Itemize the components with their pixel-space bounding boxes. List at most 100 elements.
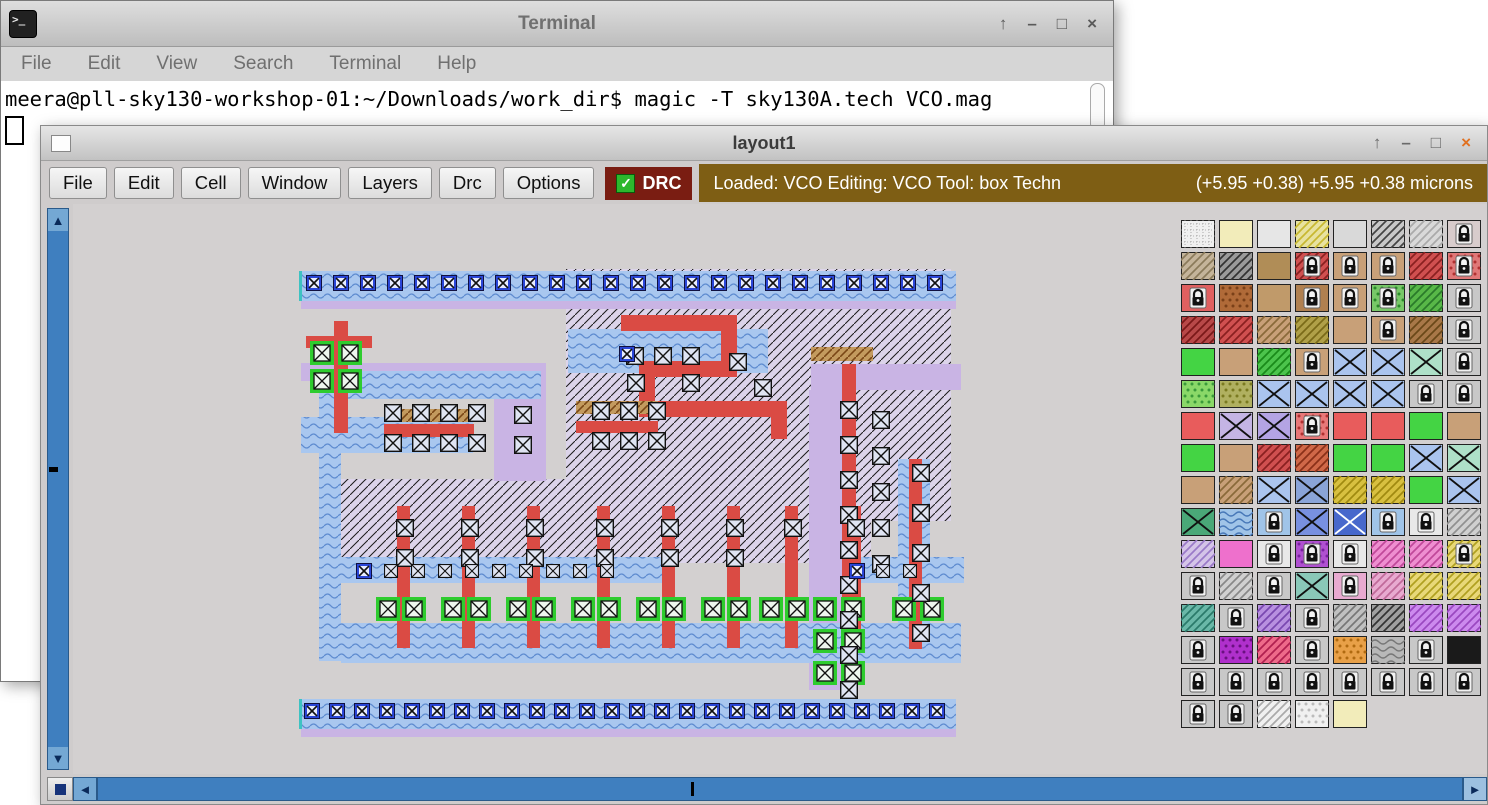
palette-swatch-r3c3[interactable]: [1257, 284, 1291, 312]
palette-swatch-r4c4[interactable]: [1266, 315, 1352, 345]
palette-swatch-r7c4[interactable]: [1295, 412, 1329, 440]
palette-swatch-r6c6[interactable]: [1371, 380, 1405, 408]
magic-menu-button-drc[interactable]: Drc: [438, 167, 496, 199]
magic-menu-button-file[interactable]: File: [49, 167, 107, 199]
palette-swatch-r13c7[interactable]: [1380, 603, 1466, 633]
palette-swatch-r11c7[interactable]: [1380, 539, 1466, 569]
terminal-close-button[interactable]: ×: [1087, 13, 1097, 33]
palette-swatch-r2c6[interactable]: [1371, 252, 1405, 280]
scroll-down-icon[interactable]: ▼: [48, 747, 68, 769]
magic-maximize-button[interactable]: □: [1430, 133, 1442, 152]
palette-swatch-r5c5[interactable]: [1333, 348, 1367, 376]
palette-swatch-r11c6[interactable]: [1342, 539, 1428, 569]
magic-menu-button-cell[interactable]: Cell: [180, 167, 241, 199]
palette-swatch-r9c1[interactable]: [1181, 476, 1215, 504]
palette-swatch-r3c6[interactable]: [1371, 284, 1405, 312]
palette-swatch-r11c4[interactable]: [1295, 540, 1329, 568]
terminal-menu-item-help[interactable]: Help: [437, 53, 477, 74]
palette-swatch-r16c2[interactable]: [1219, 700, 1253, 728]
drc-indicator[interactable]: ✓ DRC: [605, 166, 693, 200]
vertical-scrollbar[interactable]: ▲ ▼: [47, 208, 69, 770]
palette-swatch-r4c7[interactable]: [1380, 315, 1466, 345]
palette-swatch-r9c3[interactable]: [1257, 476, 1291, 504]
palette-swatch-r15c1[interactable]: [1181, 668, 1215, 696]
palette-swatch-r4c2[interactable]: [1190, 315, 1276, 345]
palette-swatch-r5c1[interactable]: [1181, 348, 1215, 376]
palette-swatch-r2c1[interactable]: [1152, 251, 1238, 281]
palette-swatch-r3c1[interactable]: [1181, 284, 1215, 312]
palette-swatch-r10c1[interactable]: [1181, 508, 1215, 536]
palette-swatch-r7c1[interactable]: [1181, 412, 1215, 440]
palette-swatch-r15c3[interactable]: [1257, 668, 1291, 696]
terminal-menu-item-search[interactable]: Search: [233, 53, 294, 74]
palette-swatch-r13c5[interactable]: [1304, 603, 1390, 633]
palette-swatch-r8c5[interactable]: [1333, 444, 1367, 472]
palette-swatch-r2c2[interactable]: [1190, 251, 1276, 281]
terminal-maximize-button[interactable]: □: [1056, 13, 1068, 33]
palette-swatch-r4c3[interactable]: [1228, 315, 1314, 345]
palette-swatch-r15c7[interactable]: [1409, 668, 1443, 696]
magic-minimize-button[interactable]: –: [1401, 133, 1411, 152]
palette-swatch-r5c3[interactable]: [1228, 347, 1314, 377]
palette-swatch-r10c6[interactable]: [1371, 508, 1405, 536]
palette-swatch-r11c5[interactable]: [1333, 540, 1367, 568]
palette-swatch-r2c4[interactable]: [1266, 251, 1352, 281]
magic-shade-button[interactable]: ↑: [1372, 133, 1382, 152]
horizontal-scrollbar[interactable]: ◄ ►: [47, 777, 1487, 801]
palette-swatch-r12c2[interactable]: [1190, 571, 1276, 601]
palette-swatch-r12c6[interactable]: [1342, 571, 1428, 601]
palette-swatch-r11c3[interactable]: [1257, 540, 1291, 568]
palette-swatch-r4c1[interactable]: [1152, 315, 1238, 345]
palette-swatch-r6c1[interactable]: [1181, 380, 1215, 408]
palette-swatch-r3c4[interactable]: [1295, 284, 1329, 312]
palette-swatch-r7c2[interactable]: [1219, 412, 1253, 440]
palette-swatch-r15c4[interactable]: [1295, 668, 1329, 696]
palette-swatch-r7c6[interactable]: [1371, 412, 1405, 440]
magic-menu-button-edit[interactable]: Edit: [113, 167, 174, 199]
palette-swatch-r12c7[interactable]: [1380, 571, 1466, 601]
terminal-titlebar[interactable]: >_ Terminal ↑ – □ ×: [1, 1, 1113, 47]
palette-swatch-r9c2[interactable]: [1190, 475, 1276, 505]
palette-swatch-r15c8[interactable]: [1447, 668, 1481, 696]
palette-swatch-r12c3[interactable]: [1257, 572, 1291, 600]
scroll-left-icon[interactable]: ◄: [73, 777, 97, 801]
palette-swatch-r7c8[interactable]: [1447, 412, 1481, 440]
palette-swatch-r12c1[interactable]: [1181, 572, 1215, 600]
palette-swatch-r14c2[interactable]: [1219, 636, 1253, 664]
magic-menu-button-options[interactable]: Options: [502, 167, 595, 199]
palette-swatch-r9c7[interactable]: [1409, 476, 1443, 504]
palette-swatch-r12c5[interactable]: [1333, 572, 1367, 600]
palette-swatch-r1c5[interactable]: [1333, 220, 1367, 248]
palette-swatch-r11c1[interactable]: [1152, 539, 1238, 569]
layout-canvas[interactable]: [73, 204, 1487, 774]
palette-swatch-r15c5[interactable]: [1333, 668, 1367, 696]
terminal-scrollbar[interactable]: [1090, 83, 1105, 131]
palette-swatch-r14c4[interactable]: [1295, 636, 1329, 664]
palette-swatch-r2c5[interactable]: [1333, 252, 1367, 280]
palette-swatch-r11c2[interactable]: [1219, 540, 1253, 568]
palette-swatch-r3c5[interactable]: [1333, 284, 1367, 312]
palette-swatch-r5c6[interactable]: [1371, 348, 1405, 376]
terminal-menu-item-view[interactable]: View: [156, 53, 198, 74]
palette-swatch-r10c4[interactable]: [1295, 508, 1329, 536]
magic-titlebar[interactable]: layout1 ↑ – □ ×: [41, 126, 1487, 161]
palette-swatch-r12c8[interactable]: [1418, 571, 1487, 601]
palette-swatch-r9c8[interactable]: [1447, 476, 1481, 504]
palette-swatch-r6c4[interactable]: [1295, 380, 1329, 408]
palette-swatch-r11c8[interactable]: [1418, 539, 1487, 569]
palette-swatch-r3c7[interactable]: [1380, 283, 1466, 313]
palette-swatch-r1c3[interactable]: [1257, 220, 1291, 248]
palette-swatch-r6c5[interactable]: [1333, 380, 1367, 408]
magic-menu-button-layers[interactable]: Layers: [348, 167, 432, 199]
magic-menu-button-window[interactable]: Window: [247, 167, 342, 199]
palette-swatch-r13c2[interactable]: [1219, 604, 1253, 632]
palette-swatch-r3c2[interactable]: [1219, 284, 1253, 312]
palette-swatch-r3c8[interactable]: [1447, 284, 1481, 312]
scroll-right-icon[interactable]: ►: [1463, 777, 1487, 801]
terminal-menu-item-edit[interactable]: Edit: [87, 53, 121, 74]
palette-swatch-r4c5[interactable]: [1333, 316, 1367, 344]
palette-swatch-r14c6[interactable]: [1370, 636, 1412, 666]
palette-swatch-r1c4[interactable]: [1266, 219, 1352, 249]
palette-swatch-r4c8[interactable]: [1447, 316, 1481, 344]
palette-swatch-r7c5[interactable]: [1333, 412, 1367, 440]
